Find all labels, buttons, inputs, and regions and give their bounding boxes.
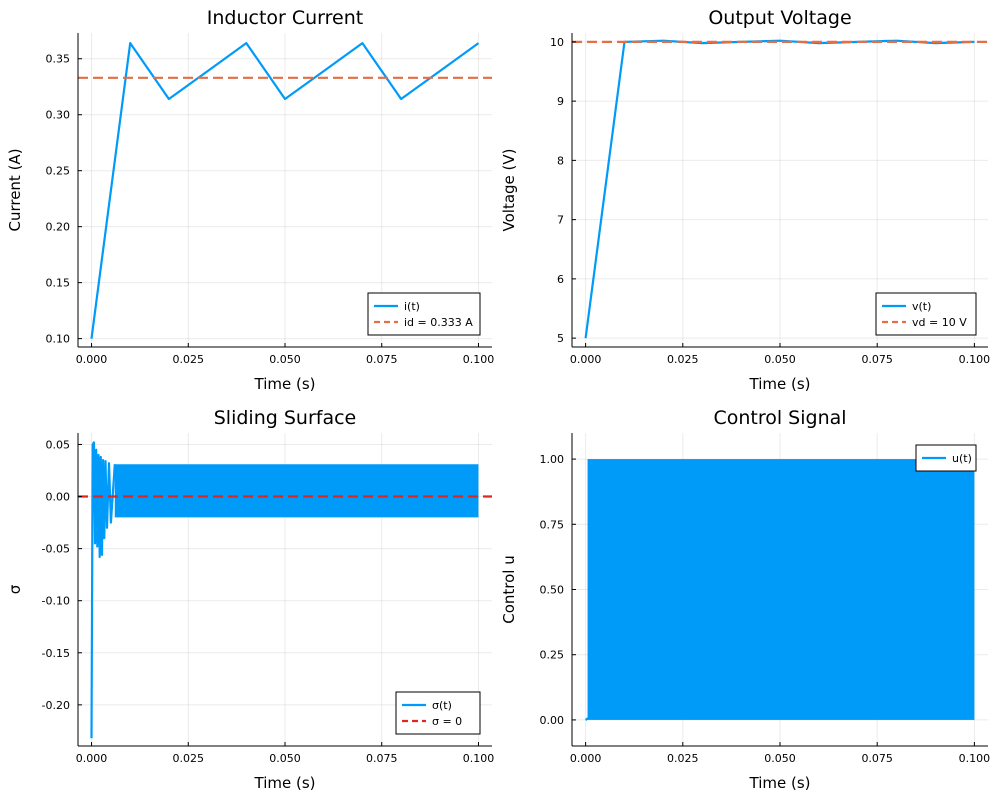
y-axis-label: Current (A) [6,148,24,231]
x-tick-label: 0.000 [76,752,108,765]
y-tick-label: 0.25 [540,649,565,662]
y-tick-label: 0.05 [46,438,71,451]
x-tick-label: 0.025 [667,353,699,366]
legend-label: id = 0.333 A [404,316,473,329]
legend-label: v(t) [912,300,931,313]
plot-area [584,458,976,721]
chart-title: Output Voltage [708,7,851,29]
series-1-line [90,41,480,339]
x-tick-label: 0.050 [764,353,796,366]
legend: i(t) id = 0.333 A [367,292,481,336]
legend-box [875,292,977,336]
chart-title: Inductor Current [207,7,363,29]
x-tick-label: 0.075 [366,752,398,765]
legend-label: i(t) [404,300,420,313]
legend: σ(t) σ = 0 [395,691,481,735]
x-tick-label: 0.000 [76,353,108,366]
chart-title: Sliding Surface [214,407,356,429]
x-axis-label: Time (s) [254,375,316,393]
y-tick-label: -0.05 [42,543,70,556]
y-tick-label: 6 [557,273,564,286]
subplot-4: 0.000 0.025 0.050 0.075 0.100 0.00 0.25 0.50 0.7… [500,407,990,792]
x-tick-label: 0.100 [463,752,495,765]
series-1-chatter-band [114,464,479,518]
y-tick-label: 0.35 [46,53,71,66]
chart-title: Control Signal [713,407,846,429]
y-tick-label: 0.75 [540,518,565,531]
y-tick-label: -0.10 [42,595,70,608]
x-tick-label: 0.100 [959,353,991,366]
x-axis-label: Time (s) [749,375,811,393]
y-tick-label: 0.50 [540,584,565,597]
x-tick-label: 0.025 [173,353,205,366]
subplot-1: 0.000 0.025 0.050 0.075 0.100 0.10 0.15 0.20 0.2… [6,7,494,393]
x-tick-label: 0.075 [861,752,893,765]
y-tick-label: 0.10 [46,333,71,346]
y-tick-label: -0.20 [42,699,70,712]
legend-label: σ(t) [432,699,452,712]
x-tick-label: 0.025 [667,752,699,765]
y-tick-label: 1.00 [540,453,565,466]
x-tick-label: 0.000 [570,353,602,366]
y-tick-label: -0.15 [42,647,70,660]
legend-box [395,691,481,735]
y-tick-label: 9 [557,95,564,108]
x-tick-label: 0.075 [861,353,893,366]
x-tick-label: 0.050 [764,752,796,765]
series-1-line [90,441,116,739]
subplot-3: 0.000 0.025 0.050 0.075 0.100 -0.20 -0.15 -0.10… [6,407,494,792]
legend-label: vd = 10 V [912,316,967,329]
y-axis-label: Voltage (V) [500,149,518,232]
x-tick-label: 0.000 [570,752,602,765]
y-tick-label: 5 [557,332,564,345]
y-tick-label: 0.00 [540,714,565,727]
legend-box [367,292,481,336]
y-axis-label: Control u [500,555,518,624]
x-tick-label: 0.050 [269,752,301,765]
y-tick-label: 0.00 [46,491,71,504]
y-tick-label: 8 [557,154,564,167]
y-tick-label: 0.25 [46,165,71,178]
legend-label: σ = 0 [432,715,462,728]
x-tick-label: 0.025 [173,752,205,765]
x-tick-label: 0.075 [366,353,398,366]
legend: v(t) vd = 10 V [875,292,977,336]
series-1-line [584,458,976,721]
y-tick-label: 0.15 [46,277,71,290]
x-tick-label: 0.100 [463,353,495,366]
y-tick-label: 0.20 [46,221,71,234]
x-tick-label: 0.050 [269,353,301,366]
x-axis-label: Time (s) [749,774,811,792]
legend: u(t) [915,444,977,472]
subplot-2: 0.000 0.025 0.050 0.075 0.100 5 6 7 8 9 10 Output V… [500,7,990,393]
y-tick-label: 0.30 [46,109,71,122]
y-tick-label: 10 [550,36,564,49]
plot-area [572,39,988,339]
x-tick-label: 0.100 [959,752,991,765]
y-axis-label: σ [6,584,24,594]
legend-label: u(t) [952,452,972,465]
plot-area [78,41,492,339]
x-axis-label: Time (s) [254,774,316,792]
y-tick-label: 7 [557,214,564,227]
plot-area [78,441,492,739]
